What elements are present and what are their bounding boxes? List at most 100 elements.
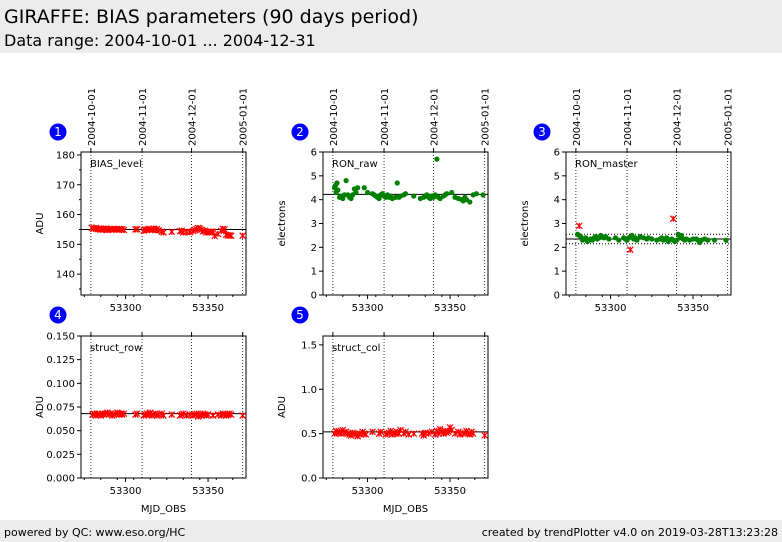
x-tick-label: 53300 [110, 303, 142, 314]
data-point [649, 236, 655, 242]
y-tick-label: 170 [56, 180, 75, 191]
y-axis-label: ADU [277, 396, 288, 418]
panel-label: struct_row [90, 343, 142, 354]
data-point [711, 237, 718, 243]
data-point [444, 191, 450, 197]
panel-index-badge [49, 306, 67, 324]
date-tick-label: 2005-01-01 [481, 88, 492, 146]
y-tick-label: 160 [56, 210, 75, 221]
data-point [364, 189, 371, 196]
x-axis-label: MJD_OBS [383, 504, 428, 515]
data-point [120, 410, 128, 418]
data-point [394, 180, 400, 186]
data-point [575, 222, 583, 230]
footer-created: created by trendPlotter v4.0 on 2019-03-… [481, 526, 778, 539]
panel-index-badge [49, 123, 67, 141]
date-tick-label: 2004-11-01 [380, 88, 391, 146]
panel-index-label: 1 [54, 125, 62, 139]
y-tick-label: 0 [311, 291, 317, 302]
panel-index-badge [533, 123, 551, 141]
data-point [434, 156, 440, 162]
data-point [606, 236, 612, 242]
data-point [335, 187, 341, 193]
y-tick-label: 150 [56, 240, 75, 251]
data-point [449, 189, 455, 196]
date-tick-label: 2004-10-01 [329, 88, 340, 146]
panel-label: RON_raw [332, 159, 378, 170]
chart-panel-2: 2 2004-10-01 2004-11-01 2004-12-01 2005-01-0… [277, 88, 492, 314]
data-point [425, 430, 433, 438]
axes-frame [565, 151, 732, 296]
data-point [221, 226, 228, 233]
data-point [481, 431, 489, 439]
panel-index-label: 3 [538, 125, 546, 139]
y-tick-label: 5 [554, 171, 560, 182]
data-point [120, 226, 128, 234]
date-tick-label: 2004-10-01 [572, 88, 583, 146]
y-axis-label: electrons [277, 200, 288, 246]
data-point [353, 189, 359, 196]
y-axis-label: ADU [35, 396, 46, 418]
data-point [361, 185, 367, 191]
data-point [227, 411, 235, 418]
data-point [160, 412, 167, 419]
x-axis-label: MJD_OBS [141, 504, 186, 515]
panel-label: struct_col [332, 343, 380, 354]
data-point [239, 232, 247, 240]
x-tick-label: 53350 [192, 303, 224, 314]
chart-panel-5: 5 0.0 0.5 1.0 1.5 53300 53350 ADU MJD_OBS struct_… [277, 306, 489, 515]
date-tick-label: 2004-10-01 [87, 88, 98, 146]
data-point [411, 193, 417, 199]
data-point [362, 431, 370, 438]
date-tick-label: 2004-12-01 [673, 88, 684, 146]
y-tick-label: 1 [311, 267, 317, 278]
axes-frame [80, 151, 247, 296]
x-tick-label: 53300 [595, 303, 627, 314]
data-point [377, 428, 385, 436]
chart-panel-1: 1 2004-10-01 2004-11-01 2004-12-01 2005-01-0… [35, 88, 250, 314]
chart-panel-4: 4 0.000 0.025 0.050 0.075 0.100 0.125 0.150 5330… [35, 306, 247, 515]
axes-frame [80, 335, 247, 479]
data-point [334, 180, 340, 186]
y-tick-label: 180 [56, 150, 75, 161]
panel-index-label: 4 [54, 308, 62, 322]
date-tick-label: 2004-12-01 [430, 88, 441, 146]
y-tick-label: 3 [554, 219, 560, 230]
x-tick-label: 53350 [677, 303, 709, 314]
axes-frame [322, 151, 489, 296]
data-point [133, 410, 141, 418]
data-point [133, 225, 141, 233]
data-point [211, 232, 219, 240]
data-point [239, 412, 247, 419]
data-point [480, 192, 486, 198]
page-title: GIRAFFE: BIAS parameters (90 days period… [4, 6, 419, 28]
y-tick-label: 0.000 [46, 474, 75, 485]
data-point [669, 215, 677, 223]
data-point [634, 237, 640, 243]
data-point [616, 237, 622, 243]
data-point [168, 228, 176, 236]
y-tick-label: 0.150 [46, 332, 75, 343]
data-point [355, 185, 361, 191]
y-tick-label: 1 [554, 267, 560, 278]
y-tick-label: 2 [311, 243, 317, 254]
y-tick-label: 2 [554, 243, 560, 254]
y-tick-label: 0.025 [46, 450, 75, 461]
date-tick-label: 2004-11-01 [138, 88, 149, 146]
y-tick-label: 0.0 [301, 474, 317, 485]
y-tick-label: 0 [554, 291, 560, 302]
date-tick-label: 2005-01-01 [724, 88, 735, 146]
y-tick-label: 140 [56, 270, 75, 281]
header-bar: GIRAFFE: BIAS parameters (90 days period… [0, 0, 782, 53]
footer-bar: powered by QC: www.eso.org/HC created by… [0, 520, 782, 542]
y-tick-label: 6 [554, 148, 560, 159]
data-point [160, 229, 167, 236]
panel-index-label: 2 [296, 125, 304, 139]
data-point [343, 178, 349, 184]
y-tick-label: 1.0 [301, 385, 317, 396]
y-tick-label: 4 [554, 195, 560, 206]
data-point [168, 411, 176, 418]
y-tick-label: 4 [311, 195, 317, 206]
data-point [467, 199, 473, 205]
